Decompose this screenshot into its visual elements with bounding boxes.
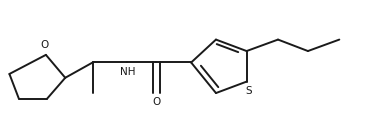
Text: NH: NH	[120, 67, 135, 77]
Text: O: O	[152, 97, 160, 107]
Text: S: S	[245, 86, 252, 96]
Text: O: O	[40, 40, 48, 50]
